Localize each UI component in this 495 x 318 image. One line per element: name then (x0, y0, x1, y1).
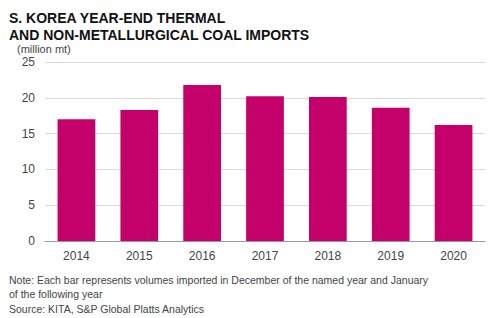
svg-text:2016: 2016 (189, 249, 216, 263)
svg-text:5: 5 (28, 198, 35, 212)
svg-text:2018: 2018 (315, 249, 342, 263)
svg-text:0: 0 (28, 234, 35, 248)
svg-text:2020: 2020 (440, 249, 467, 263)
svg-text:2015: 2015 (126, 249, 153, 263)
svg-text:20: 20 (22, 91, 36, 105)
svg-text:of the following year: of the following year (9, 288, 103, 300)
svg-text:Note: Each bar represents volu: Note: Each bar represents volumes import… (9, 274, 429, 286)
svg-text:2014: 2014 (63, 249, 90, 263)
svg-text:25: 25 (22, 55, 36, 69)
svg-text:S. KOREA YEAR-END THERMAL: S. KOREA YEAR-END THERMAL (9, 10, 226, 26)
svg-text:15: 15 (22, 127, 36, 141)
svg-text:2017: 2017 (252, 249, 279, 263)
svg-text:Source: KITA, S&P Global Platt: Source: KITA, S&P Global Platts Analytic… (9, 303, 204, 315)
svg-text:10: 10 (22, 162, 36, 176)
svg-text:(million mt): (million mt) (17, 43, 71, 55)
svg-text:AND NON-METALLURGICAL COAL IMP: AND NON-METALLURGICAL COAL IMPORTS (9, 27, 309, 43)
svg-text:2019: 2019 (377, 249, 404, 263)
